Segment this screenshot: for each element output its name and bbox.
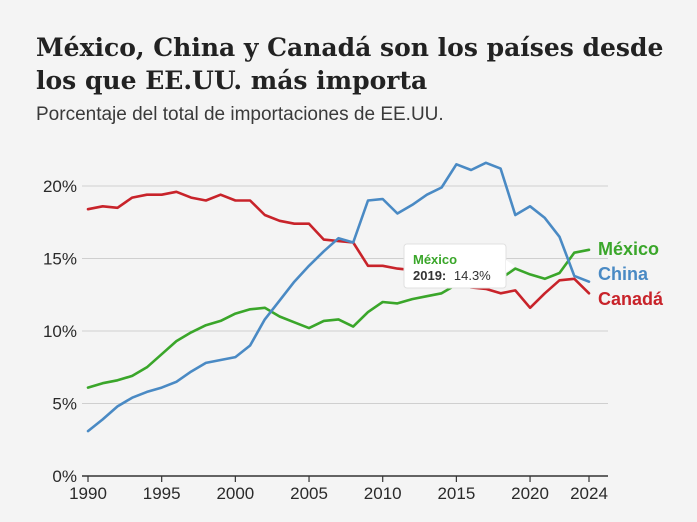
y-tick-label: 0%: [52, 467, 77, 486]
mexico-series-label: México: [598, 239, 659, 259]
mexico-series-line: [86, 248, 591, 389]
x-tick-label: 2010: [364, 484, 402, 503]
canada-series-line: [86, 190, 591, 310]
tooltip-year: 2019:: [413, 268, 446, 283]
y-tick-label: 20%: [43, 177, 77, 196]
x-tick-label: 2015: [437, 484, 475, 503]
series-lines: [86, 161, 591, 433]
chart-subtitle: Porcentaje del total de importaciones de…: [36, 104, 444, 125]
y-tick-label: 10%: [43, 322, 77, 341]
chart-title: México, China y Canadá son los países de…: [36, 33, 664, 95]
x-tick-label: 1995: [143, 484, 181, 503]
canada-series-label: Canadá: [598, 289, 664, 309]
x-tick-label: 2005: [290, 484, 328, 503]
x-axis: 1990 1995 2000 2005 2010 2015 2020 2024: [69, 475, 608, 503]
china-series-line: [86, 161, 591, 433]
tooltip-arrow: [506, 260, 515, 272]
x-tick-label: 2024: [570, 484, 608, 503]
x-tick-label: 2020: [511, 484, 549, 503]
tooltip: México 2019: 14.3%: [403, 243, 515, 289]
y-tick-label: 15%: [43, 250, 77, 269]
x-tick-label: 1990: [69, 484, 107, 503]
tooltip-series: México: [413, 252, 457, 267]
tooltip-value: 2019: 14.3%: [413, 268, 491, 283]
china-series-label: China: [598, 264, 649, 284]
gridlines: [82, 185, 608, 404]
x-tick-label: 2000: [216, 484, 254, 503]
y-axis-ticks: 0% 5% 10% 15% 20%: [43, 177, 77, 486]
y-tick-label: 5%: [52, 395, 77, 414]
tooltip-number: 14.3%: [454, 268, 491, 283]
series-labels: México China Canadá: [598, 239, 664, 309]
